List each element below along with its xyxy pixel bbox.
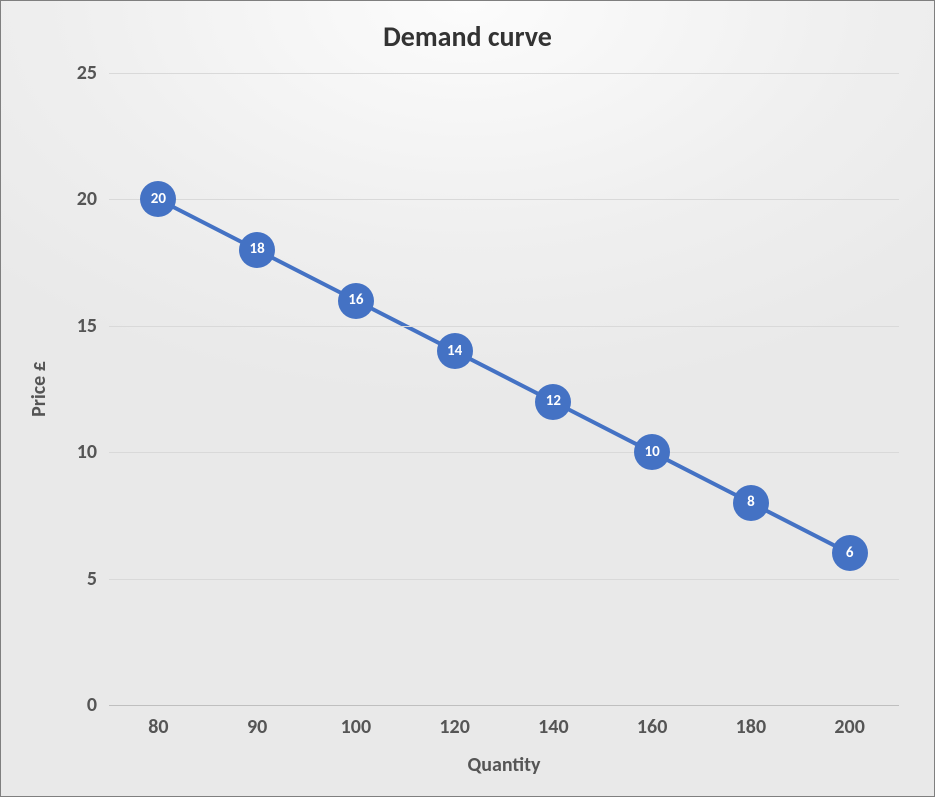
x-tick-label: 100 [341,705,371,739]
data-point: 10 [634,434,670,470]
x-tick-label: 120 [439,705,469,739]
x-tick-label: 90 [247,705,267,739]
y-tick-label: 15 [77,314,109,338]
x-axis-line [109,705,899,706]
chart-title: Demand curve [1,19,934,54]
data-point: 16 [338,283,374,319]
series-line [109,73,899,705]
chart-frame: Demand curve 0 5 10 15 20 25 80 90 100 120 140 160 1… [0,0,935,797]
x-tick-label: 160 [637,705,667,739]
data-label: 16 [348,293,363,308]
data-label: 6 [846,546,854,561]
data-point: 12 [535,384,571,420]
plot-area: 0510152025809010012014016018020020181614… [109,73,899,705]
data-point: 14 [437,333,473,369]
y-tick-label: 25 [77,61,109,85]
gridline [109,326,899,327]
gridline [109,73,899,74]
data-label: 14 [447,344,462,359]
y-tick-label: 0 [87,693,109,717]
data-point: 20 [140,181,176,217]
x-tick-label: 180 [736,705,766,739]
x-axis-title: Quantity [468,753,541,777]
y-axis-title: Price £ [27,361,51,417]
gridline [109,579,899,580]
data-label: 12 [546,394,561,409]
data-label: 20 [151,192,166,207]
y-tick-label: 10 [77,440,109,464]
y-tick-label: 5 [87,567,109,591]
data-point: 8 [733,485,769,521]
data-point: 18 [239,232,275,268]
x-tick-label: 140 [538,705,568,739]
data-point: 6 [832,535,868,571]
data-label: 10 [645,445,660,460]
x-tick-label: 200 [834,705,864,739]
data-label: 8 [747,495,755,510]
gridline [109,452,899,453]
gridline [109,199,899,200]
x-tick-label: 80 [148,705,168,739]
data-label: 18 [250,242,265,257]
y-tick-label: 20 [77,187,109,211]
